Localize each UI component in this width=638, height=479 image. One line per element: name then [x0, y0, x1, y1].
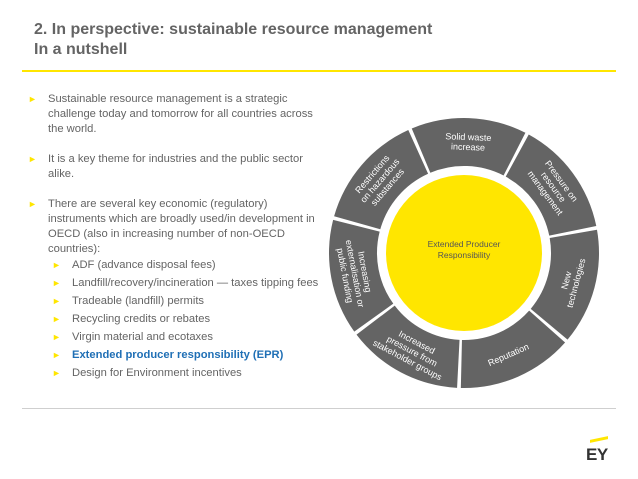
sub-bullet-text: Landfill/recovery/incineration — taxes t… [72, 277, 319, 289]
ey-logo-bar [590, 436, 608, 443]
sub-bullet-text: Virgin material and ecotaxes [72, 331, 213, 343]
ey-logo: EY [586, 436, 608, 465]
bullet-arrow-icon: ► [52, 332, 61, 342]
sub-bullet-item: ► ADF (advance disposal fees) [48, 258, 328, 273]
sub-bullet-item: ► Virgin material and ecotaxes [48, 330, 328, 345]
bullet-item: ► Sustainable resource management is a s… [28, 92, 328, 137]
wheel-center-label-line-2: Responsibility [438, 250, 491, 260]
footer-divider [22, 408, 616, 409]
sub-bullet-list: ► ADF (advance disposal fees) ► Landfill… [28, 258, 328, 381]
bullet-item: ► There are several key economic (regula… [28, 197, 328, 257]
sub-bullet-item: ► Tradeable (landfill) permits [48, 294, 328, 309]
wheel-segment [334, 130, 429, 230]
sub-bullet-item: ► Design for Environment incentives [48, 366, 328, 381]
sub-bullet-item: ► Recycling credits or rebates [48, 312, 328, 327]
ey-logo-text: EY [586, 445, 608, 464]
bullet-arrow-icon: ► [52, 350, 61, 360]
wheel-segment [329, 219, 394, 332]
title-divider [22, 70, 616, 72]
bullet-list: ► Sustainable resource management is a s… [28, 92, 328, 384]
wheel-segment [356, 305, 460, 388]
bullet-arrow-icon: ► [28, 199, 37, 209]
bullet-arrow-icon: ► [52, 314, 61, 324]
wheel-segment [460, 310, 566, 388]
bullet-text: It is a key theme for industries and the… [48, 153, 303, 180]
sub-bullet-text: Tradeable (landfill) permits [72, 295, 205, 307]
sub-bullet-item: ► Extended producer responsibility (EPR) [48, 348, 328, 363]
wheel-center-circle [386, 175, 542, 331]
bullet-item: ► It is a key theme for industries and t… [28, 152, 328, 182]
bullet-arrow-icon: ► [28, 94, 37, 104]
bullet-arrow-icon: ► [28, 154, 37, 164]
bullet-arrow-icon: ► [52, 368, 61, 378]
wheel-center-label-line-1: Extended Producer [428, 239, 501, 249]
sub-bullet-text: Recycling credits or rebates [72, 313, 211, 325]
wheel-segment-label-line: Solid waste [445, 131, 491, 143]
sub-bullet-text: Design for Environment incentives [72, 367, 242, 379]
sub-bullet-text: ADF (advance disposal fees) [72, 259, 216, 271]
slide-title-line-2: In a nutshell [34, 41, 128, 58]
bullet-arrow-icon: ► [52, 260, 61, 270]
sub-bullet-item: ► Landfill/recovery/incineration — taxes… [48, 276, 328, 291]
slide-title: 2. In perspective: sustainable resource … [34, 20, 614, 60]
wheel-segment [505, 134, 597, 236]
sub-bullet-text-highlighted: Extended producer responsibility (EPR) [72, 349, 284, 361]
bullet-arrow-icon: ► [52, 278, 61, 288]
wheel-segment-label-line: New [559, 270, 573, 290]
wheel-segment [530, 229, 599, 340]
wheel-segments [329, 118, 599, 388]
bullet-text: There are several key economic (regulato… [48, 198, 315, 255]
bullet-text: Sustainable resource management is a str… [48, 93, 313, 135]
wheel-segment-label-line: increase [451, 141, 485, 152]
wheel-segment [411, 118, 526, 176]
bullet-arrow-icon: ► [52, 296, 61, 306]
slide-title-line-1: 2. In perspective: sustainable resource … [34, 21, 433, 38]
epr-wheel-diagram: Extended Producer Responsibility Restric… [329, 118, 599, 388]
